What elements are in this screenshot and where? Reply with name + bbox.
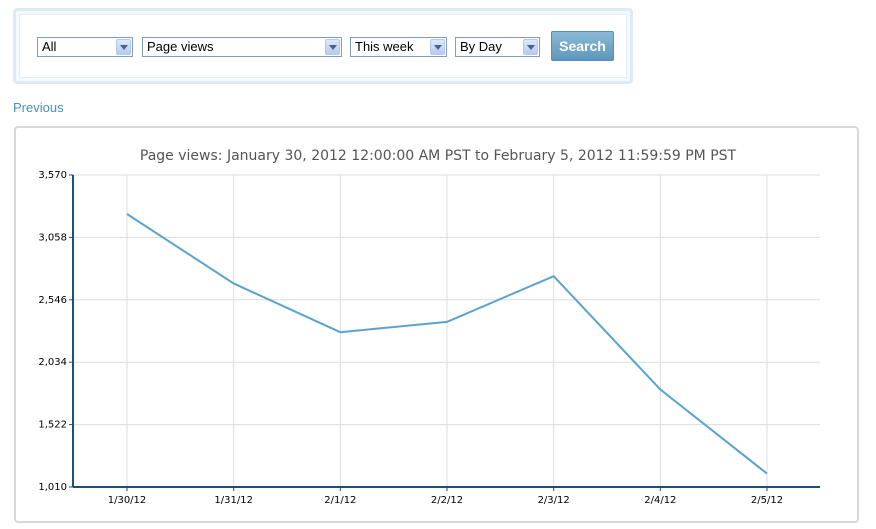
- search-button[interactable]: Search: [551, 31, 614, 61]
- data-point[interactable]: [124, 211, 130, 217]
- x-tick-label: 2/2/12: [431, 495, 463, 506]
- series-line: [126, 213, 768, 475]
- y-tick-label: 3,058: [38, 232, 67, 243]
- x-tick-label: 2/1/12: [324, 495, 356, 506]
- y-tick-label: 2,034: [38, 357, 67, 368]
- metric-select-value: Page views: [147, 39, 214, 54]
- x-tick-label: 2/4/12: [644, 495, 676, 506]
- data-point[interactable]: [764, 471, 770, 477]
- x-tick-label: 1/30/12: [108, 495, 147, 506]
- y-tick-label: 2,546: [38, 295, 67, 306]
- x-tick-label: 1/31/12: [214, 495, 253, 506]
- previous-link[interactable]: Previous: [13, 100, 64, 115]
- scope-select[interactable]: All: [37, 37, 133, 57]
- y-tick-label: 3,570: [38, 170, 67, 181]
- chevron-down-icon[interactable]: [325, 39, 340, 55]
- data-point[interactable]: [231, 280, 237, 286]
- chevron-down-icon[interactable]: [116, 39, 131, 55]
- granularity-select-value: By Day: [460, 39, 502, 54]
- chart-panel: [14, 126, 859, 523]
- y-tick-label: 1,010: [38, 482, 67, 493]
- grid-layer: [73, 174, 820, 487]
- data-point[interactable]: [337, 329, 343, 335]
- metric-select[interactable]: Page views: [142, 37, 342, 57]
- series-layer: [124, 211, 770, 477]
- x-tick-label: 2/3/12: [538, 495, 570, 506]
- data-point[interactable]: [551, 273, 557, 279]
- chevron-down-icon[interactable]: [523, 39, 538, 55]
- x-tick-label: 2/5/12: [751, 495, 783, 506]
- tick-labels: 1,010 1,522 2,034 2,546 3,058 3,570 1/30/12 1/3…: [38, 170, 783, 506]
- axis-layer: [69, 174, 820, 491]
- period-select-value: This week: [355, 39, 414, 54]
- granularity-select[interactable]: By Day: [455, 37, 540, 57]
- data-point[interactable]: [657, 387, 663, 393]
- chevron-down-icon[interactable]: [430, 39, 445, 55]
- y-tick-label: 1,522: [38, 420, 67, 431]
- data-point[interactable]: [444, 319, 450, 325]
- period-select[interactable]: This week: [350, 37, 447, 57]
- filter-panel: All Page views This week By Day Search: [13, 8, 633, 84]
- chart-title: Page views: January 30, 2012 12:00:00 AM…: [140, 148, 737, 164]
- scope-select-value: All: [42, 39, 57, 54]
